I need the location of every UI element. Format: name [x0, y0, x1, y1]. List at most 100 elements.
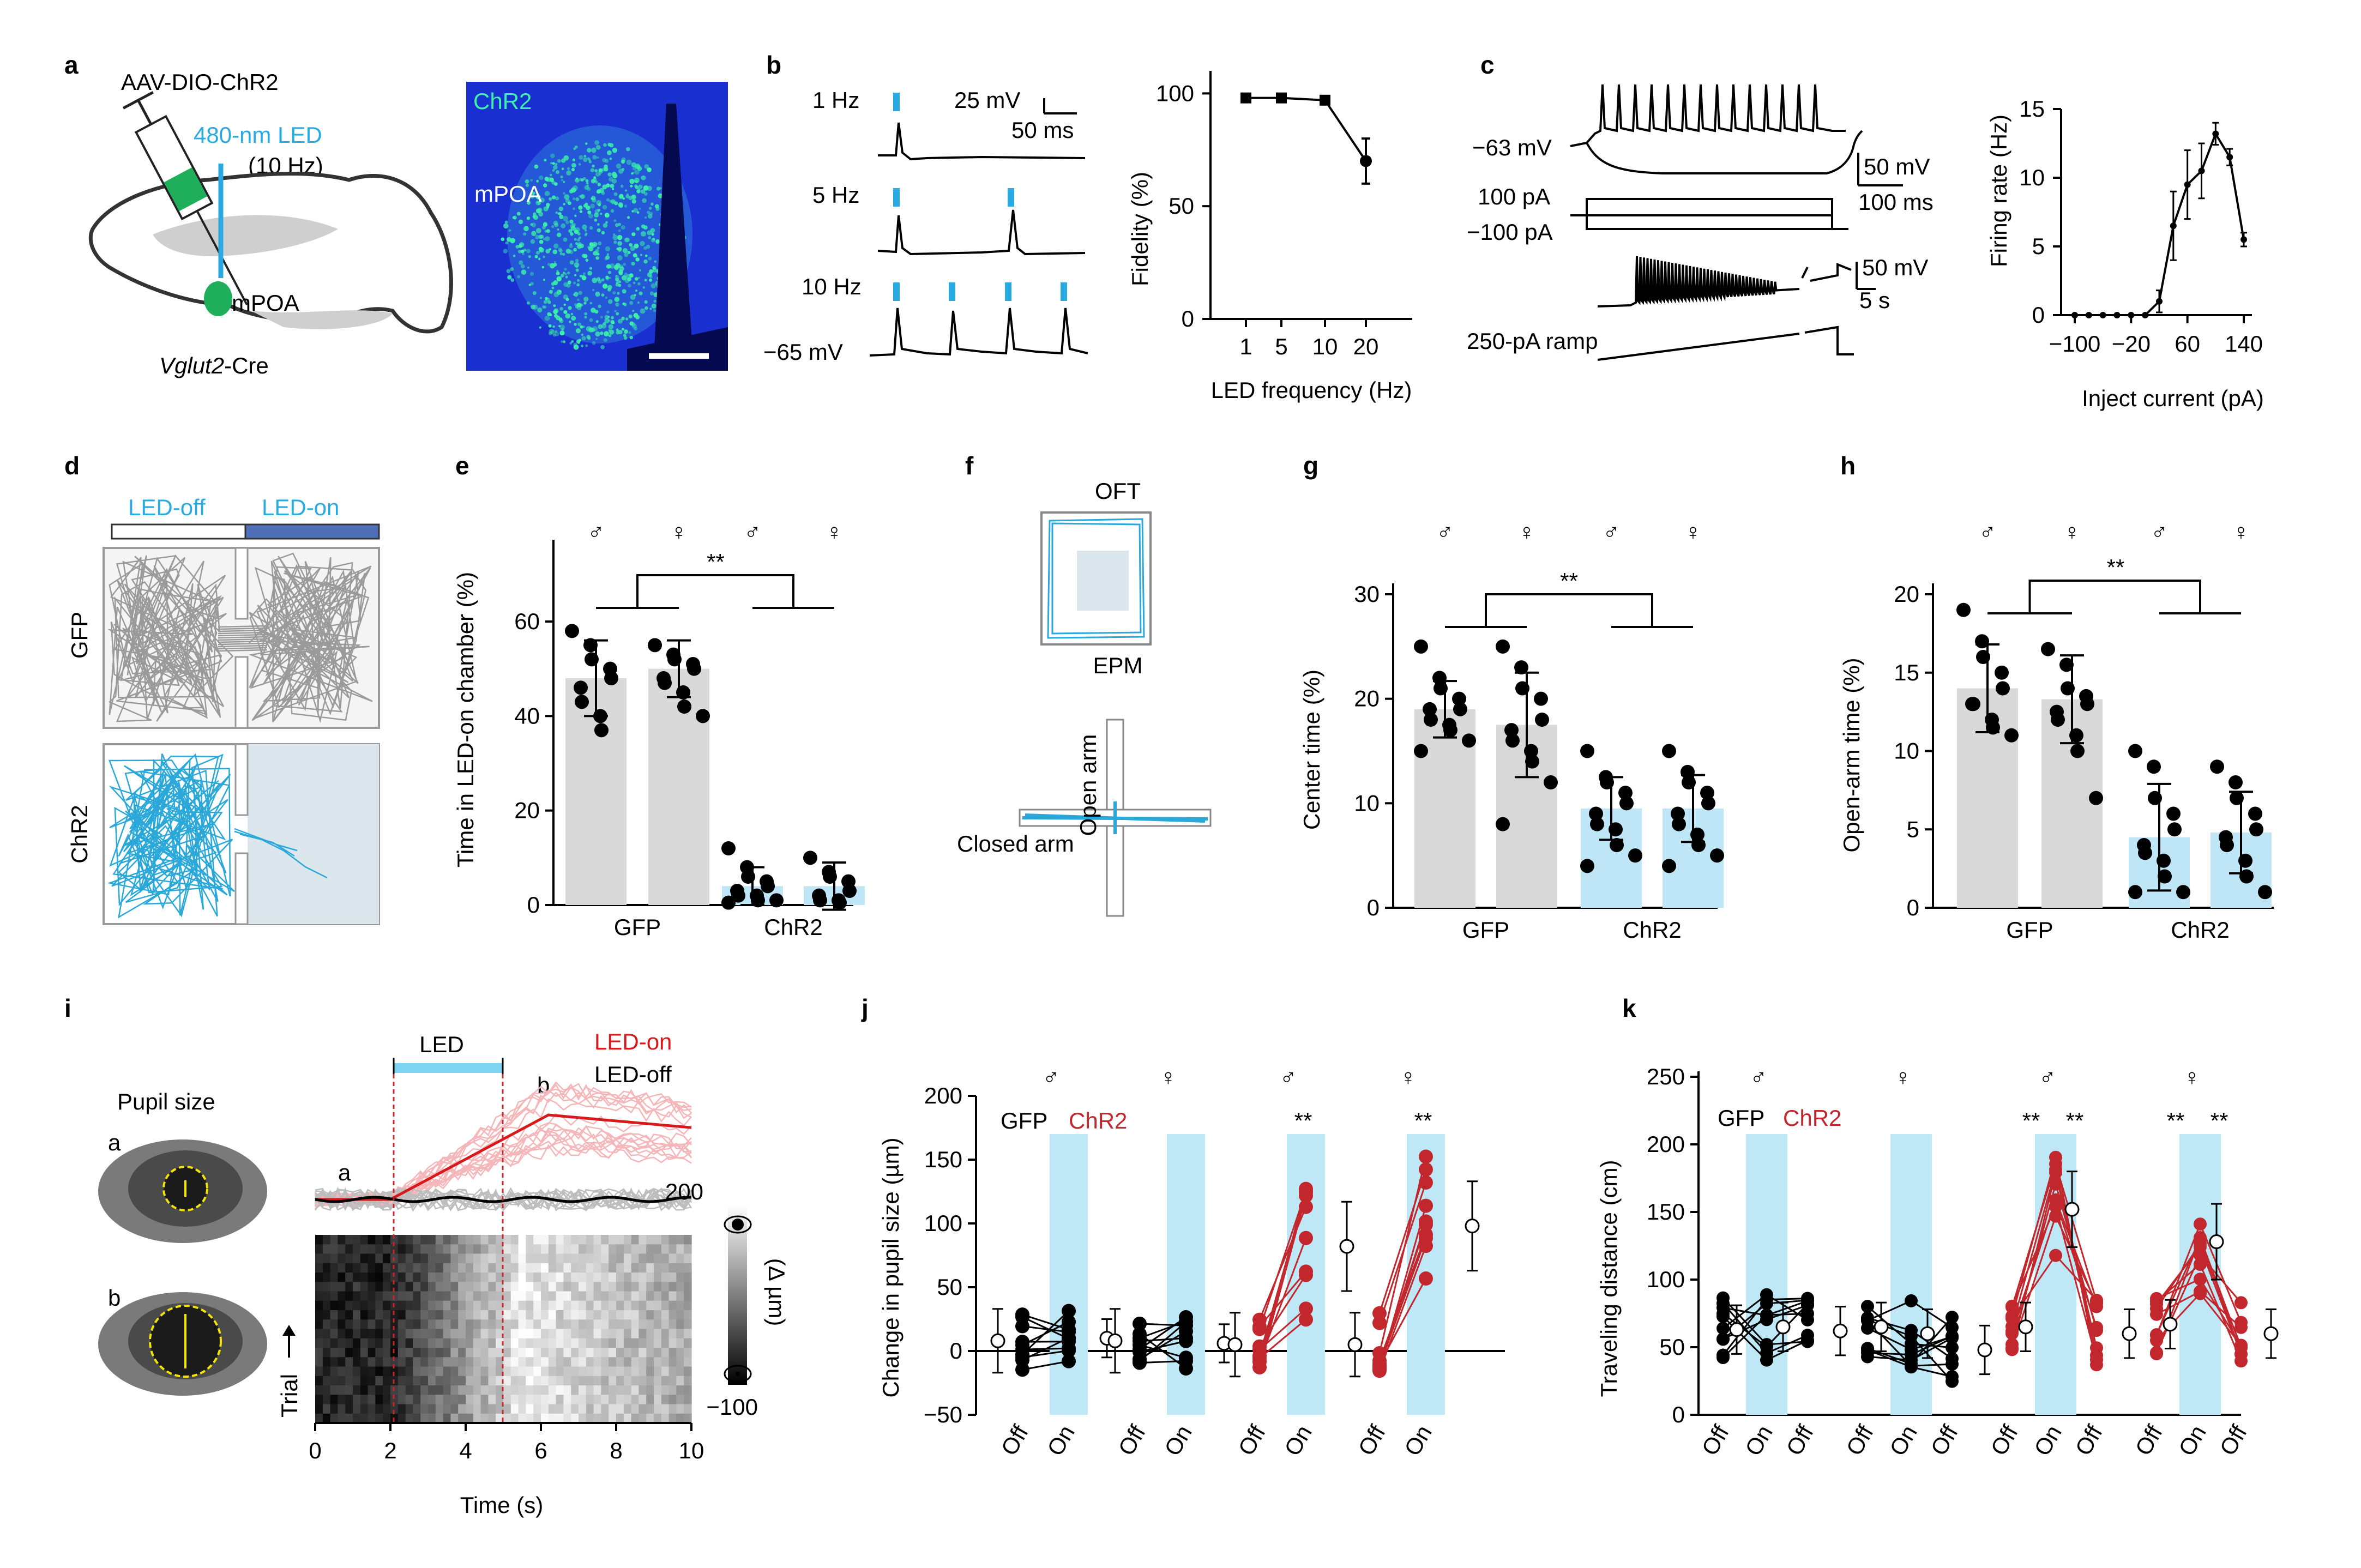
- heatmap-cell: [616, 1366, 624, 1377]
- heatmap-cell: [563, 1385, 571, 1395]
- heatmap-cell: [654, 1404, 662, 1414]
- heatmap-cell: [330, 1348, 338, 1358]
- heatmap-cell: [397, 1273, 406, 1282]
- heatmap-cell: [466, 1329, 474, 1339]
- heatmap-cell: [428, 1385, 436, 1395]
- heatmap-cell: [533, 1235, 541, 1245]
- freq-label-10hz: 10 Hz: [802, 274, 862, 299]
- histology-cell: [555, 162, 558, 166]
- k-sex-symbol: ♀: [1894, 1064, 1912, 1090]
- histology-cell: [637, 166, 642, 171]
- heatmap-cell: [593, 1348, 601, 1358]
- heatmap-cell: [541, 1357, 549, 1367]
- heatmap-cell: [360, 1282, 369, 1292]
- histology-mpoa-label: mPOA: [474, 181, 542, 207]
- heatmap-cell: [556, 1310, 564, 1320]
- heatmap-cell: [405, 1235, 413, 1245]
- histology-cell: [526, 249, 531, 254]
- heatmap-cell: [322, 1263, 331, 1273]
- heatmap-cell: [579, 1235, 587, 1245]
- heatmap-cell: [684, 1329, 692, 1339]
- g-chart-group-gfp: GFP: [1462, 917, 1509, 943]
- histology-cell: [526, 183, 529, 187]
- histology-cell: [625, 194, 630, 198]
- heatmap-cell: [338, 1319, 346, 1330]
- heatmap-cell: [510, 1395, 519, 1405]
- histology-cell: [603, 223, 608, 228]
- histology-cell: [573, 342, 577, 347]
- heatmap-cell: [503, 1329, 511, 1339]
- histology-cell: [575, 258, 579, 262]
- heatmap-cell: [541, 1310, 549, 1320]
- heatmap-cell: [397, 1376, 406, 1386]
- histology-cell: [556, 276, 562, 282]
- heatmap-cell: [541, 1413, 549, 1424]
- heatmap-cell: [466, 1235, 474, 1245]
- histology-cell: [589, 301, 593, 305]
- scale-ms-label-b: 50 ms: [1011, 117, 1074, 143]
- arena-gfp: [103, 547, 380, 729]
- k-x-label: Off: [1696, 1421, 1733, 1460]
- heatmap-cell: [684, 1310, 692, 1320]
- h-chart-data-point: [1996, 681, 2010, 696]
- heatmap-cell: [616, 1395, 624, 1405]
- heatmap-cell: [428, 1291, 436, 1301]
- j-data-point: [1299, 1301, 1313, 1316]
- histology-cell: [647, 167, 652, 172]
- heatmap-cell: [668, 1282, 677, 1292]
- panel-label-h: h: [1840, 451, 1856, 480]
- heatmap-cell: [368, 1366, 376, 1377]
- histology-cell: [629, 301, 634, 305]
- j-paired-line: [1022, 1313, 1069, 1331]
- j-x-label: On: [1159, 1421, 1197, 1460]
- histology-cell: [583, 204, 587, 208]
- h-chart-data-point: [2176, 885, 2190, 900]
- heatmap-cell: [668, 1376, 677, 1386]
- heatmap-cell: [405, 1282, 413, 1292]
- heatmap-cell: [480, 1235, 489, 1245]
- scale-mv-label-c1: 50 mV: [1864, 154, 1930, 179]
- heatmap-cell: [322, 1338, 331, 1348]
- heatmap-cell: [413, 1310, 421, 1320]
- histology-cell: [623, 303, 627, 306]
- heatmap-cell: [654, 1348, 662, 1358]
- heatmap-cell: [623, 1282, 632, 1292]
- heatmap-cell: [413, 1282, 421, 1292]
- heatmap-cell: [322, 1282, 331, 1292]
- heatmap-cell: [450, 1282, 459, 1292]
- heatmap-cell: [533, 1348, 541, 1358]
- heatmap-cell: [646, 1366, 654, 1377]
- heatmap-cell: [420, 1319, 429, 1330]
- histology-cell: [548, 331, 552, 335]
- j-data-point: [1015, 1353, 1029, 1367]
- heatmap-cell: [360, 1376, 369, 1386]
- e-chart-data-point: [803, 851, 817, 865]
- histology-cell: [569, 342, 573, 345]
- heatmap-cell: [548, 1253, 557, 1264]
- g-chart-y-tick-label: 0: [1367, 895, 1380, 920]
- histology-cell: [563, 180, 565, 183]
- histology-cell: [569, 260, 574, 265]
- heatmap-cell: [623, 1273, 632, 1282]
- heatmap-cell: [668, 1413, 677, 1424]
- h-chart-data-point: [2059, 658, 2074, 672]
- heatmap-cell: [450, 1348, 459, 1358]
- j-data-point: [1133, 1316, 1147, 1331]
- heatmap-cell: [586, 1273, 594, 1282]
- heatmap-cell: [383, 1310, 391, 1320]
- histology-cell: [608, 334, 612, 337]
- j-data-point: [1179, 1324, 1193, 1338]
- heatmap-cell: [541, 1300, 549, 1311]
- h-chart-data-point: [2147, 759, 2161, 774]
- heatmap-cell: [541, 1366, 549, 1377]
- heatmap-cell: [458, 1404, 466, 1414]
- histology-cell: [584, 229, 587, 232]
- e-y-label: Time in LED-on chamber (%): [453, 572, 478, 867]
- histology-cell: [571, 316, 576, 321]
- k-x-label: Off: [2130, 1421, 2167, 1460]
- heatmap-cell: [458, 1413, 466, 1424]
- k-y-tick-label: 0: [1672, 1402, 1685, 1427]
- heatmap-cell: [601, 1338, 609, 1348]
- heatmap-cell: [631, 1357, 639, 1367]
